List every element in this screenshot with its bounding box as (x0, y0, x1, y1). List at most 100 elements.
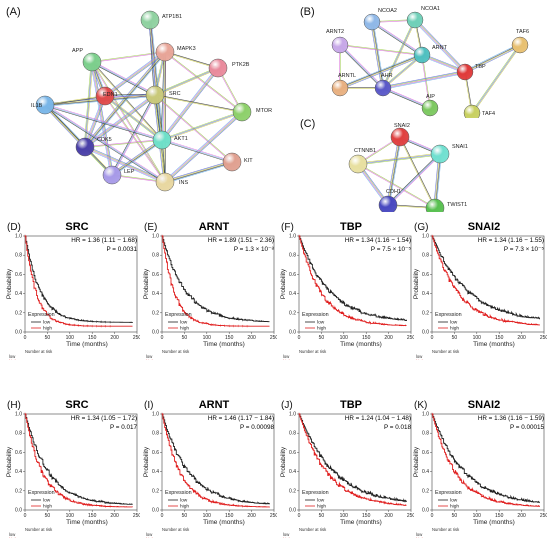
x-tick-label: 50 (319, 335, 325, 341)
network-edges (339, 18, 521, 114)
curve-high-expression (432, 235, 540, 326)
network-edge (161, 111, 243, 141)
network-node-ahr[interactable]: AHR (374, 73, 393, 97)
x-tick-label: 200 (517, 513, 526, 519)
network-node-src[interactable]: SRC (145, 85, 181, 105)
risk-table-title: Number at risk (162, 349, 190, 354)
y-tick-label: 0.4 (15, 469, 22, 475)
y-tick-label: 1.0 (289, 234, 296, 240)
gene-title: ARNT (199, 221, 230, 233)
network-node-mtor[interactable]: MTOR (232, 102, 272, 122)
network-node-aip[interactable]: AIP (421, 94, 439, 117)
node-circle (430, 144, 450, 164)
network-node-kit[interactable]: KIT (222, 152, 253, 172)
network-node-arnt2[interactable]: ARNT2 (326, 29, 349, 54)
node-label: TAF6 (516, 29, 529, 35)
network-node-snai2[interactable]: SNAI2 (390, 123, 410, 147)
network-edge (371, 22, 422, 57)
x-tick-label: 100 (203, 513, 212, 519)
p-value: P = 0.00015 (510, 424, 545, 431)
network-node-taf4[interactable]: TAF4 (463, 104, 495, 118)
network-node-il1b[interactable]: IL1B (31, 95, 55, 115)
network-node-arnt[interactable]: ARNT (413, 45, 448, 64)
network-node-cdh1[interactable]: CDH1 (378, 189, 401, 212)
network-node-twist1[interactable]: TWIST1 (425, 198, 467, 212)
legend-label-high: high (180, 504, 189, 510)
panel-letter: (G) (414, 222, 428, 233)
network-edges (356, 135, 442, 209)
y-tick-label: 0.0 (422, 508, 429, 514)
network-edge (162, 112, 243, 142)
legend-label-low: low (450, 498, 458, 504)
network-node-akt1[interactable]: AKT1 (152, 130, 188, 150)
network-node-ncoa1[interactable]: NCOA1 (406, 6, 440, 29)
network-edge (161, 139, 233, 163)
hazard-ratio: HR = 1.89 (1.51 − 2.36) (208, 237, 274, 244)
network-node-ptk2b[interactable]: PTK2B (208, 58, 250, 78)
y-tick-label: 0.0 (15, 508, 22, 514)
curve-low-expression (432, 413, 540, 504)
risk-table-title: Number at risk (432, 349, 460, 354)
network-edge (413, 20, 465, 74)
network-node-cdk5[interactable]: CDK5 (75, 137, 112, 157)
panel-letter-c: (C) (300, 118, 316, 130)
network-edge (389, 137, 402, 206)
network-node-arntl[interactable]: ARNTL (331, 73, 356, 97)
network-edge (112, 140, 163, 177)
network-node-ncoa2[interactable]: NCOA2 (363, 8, 397, 31)
network-edge (161, 67, 218, 140)
y-tick-label: 0.8 (422, 431, 429, 437)
network-node-lep[interactable]: LEP (102, 165, 135, 185)
node-circle (82, 52, 102, 72)
network-node-taf6[interactable]: TAF6 (511, 29, 529, 54)
network-edge (399, 137, 435, 209)
risk-label-high: high (416, 359, 425, 360)
x-tick-label: 200 (517, 335, 526, 341)
network-edge (43, 105, 85, 149)
network-edge (357, 153, 441, 165)
network-node-tbp[interactable]: TBP (456, 63, 486, 81)
curve-high-expression (299, 235, 407, 327)
x-axis-label: Time (months) (473, 519, 515, 526)
network-node-edn1[interactable]: EDN1 (95, 86, 118, 106)
network-node-atp1b1[interactable]: ATP1B1 (140, 10, 182, 30)
curve-high-expression (299, 413, 407, 506)
network-node-snai1[interactable]: SNAI1 (430, 144, 468, 164)
node-circle (456, 63, 474, 81)
network-edge (400, 136, 436, 208)
curve-low-expression (299, 235, 407, 321)
network-node-app[interactable]: APP (72, 48, 102, 72)
x-tick-label: 250 (133, 335, 140, 341)
x-tick-label: 250 (133, 513, 140, 519)
network-edge (373, 21, 385, 88)
network-edge (339, 45, 383, 89)
legend-label-high: high (317, 326, 326, 332)
network-edge (165, 162, 233, 183)
network-edge (104, 51, 165, 96)
network-node-ctnnb1[interactable]: CTNNB1 (348, 148, 376, 174)
network-edge (340, 44, 384, 88)
y-tick-label: 0.6 (15, 450, 22, 456)
network-node-mapk3[interactable]: MAPK3 (155, 42, 196, 62)
legend-label-low: low (43, 320, 51, 326)
x-tick-label: 250 (540, 513, 547, 519)
y-tick-label: 0.2 (422, 488, 429, 494)
node-circle (331, 36, 349, 54)
hazard-ratio: HR = 1.36 (1.11 − 1.68) (71, 237, 137, 244)
risk-label-high: high (283, 359, 292, 360)
network-edge (383, 20, 417, 89)
network-node-ins[interactable]: INS (155, 172, 189, 192)
node-label: CTNNB1 (354, 148, 376, 154)
network-edge (357, 152, 440, 164)
x-tick-label: 150 (495, 513, 504, 519)
gene-title: SNAI2 (468, 399, 500, 411)
x-axis-label: Time (months) (340, 341, 382, 348)
legend-label-low: low (43, 498, 51, 504)
network-edge (104, 96, 162, 141)
y-tick-label: 0.0 (152, 330, 159, 336)
network-edge (44, 105, 162, 142)
y-tick-label: 0.0 (422, 330, 429, 336)
legend-label-low: low (317, 498, 325, 504)
node-circle (208, 58, 228, 78)
